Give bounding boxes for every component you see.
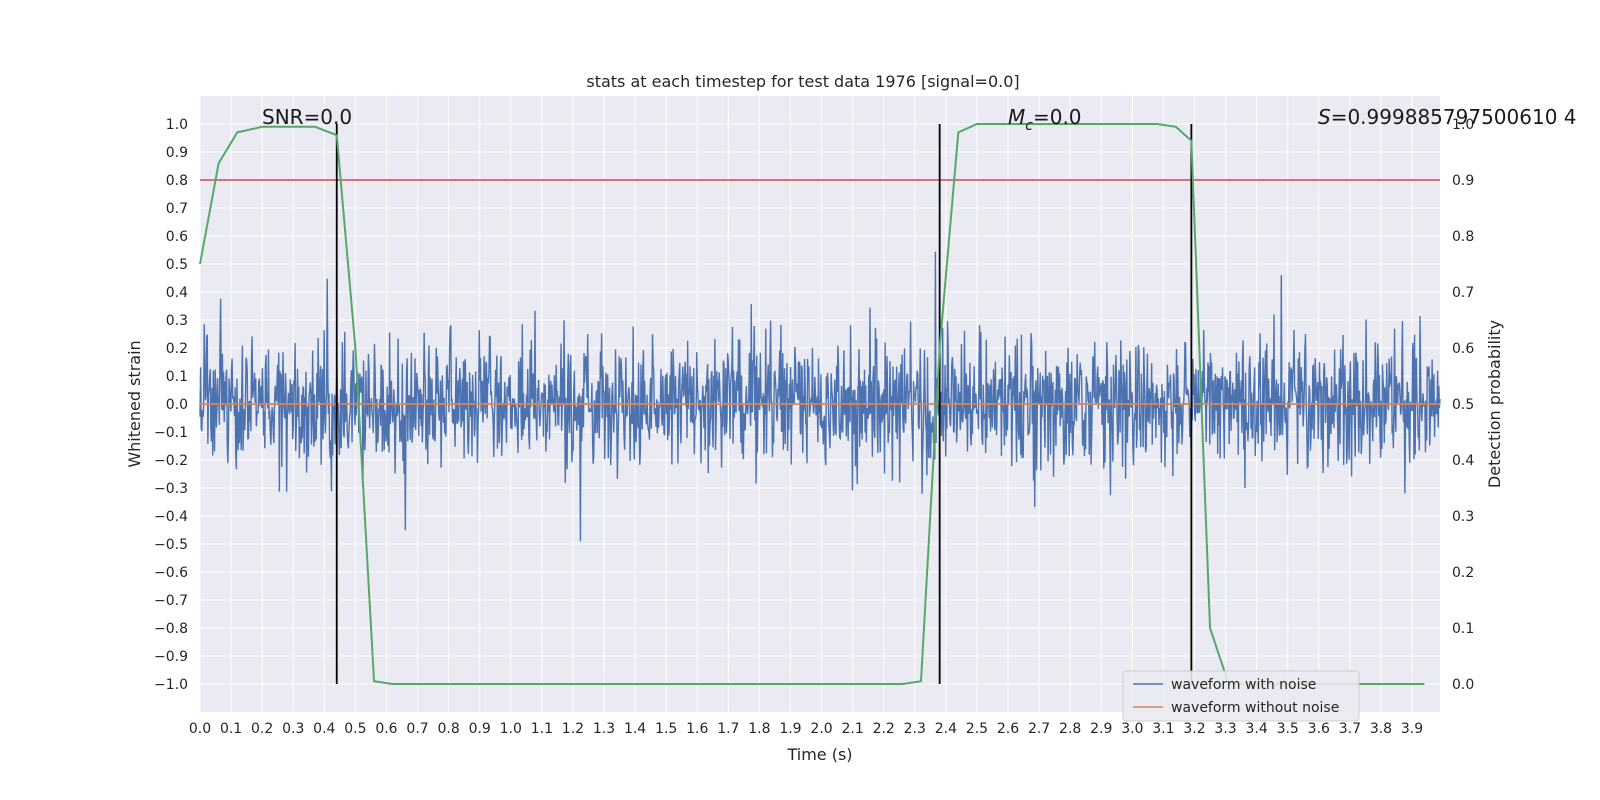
legend-box [1122, 670, 1360, 722]
x-tick-label-12: 1.2 [562, 721, 584, 737]
x-tick-label-27: 2.7 [1028, 721, 1050, 737]
x-tick-label-24: 2.4 [935, 721, 957, 737]
x-tick-label-13: 1.3 [593, 721, 615, 737]
y2-tick-label-1: 0.9 [1452, 173, 1474, 189]
legend-label-waveform-with-noise: waveform with noise [1171, 677, 1316, 693]
x-tick-label-18: 1.8 [748, 721, 770, 737]
y2-axis-label: Detection probability [1485, 320, 1504, 488]
x-tick-label-4: 0.4 [313, 721, 335, 737]
x-tick-label-35: 3.5 [1277, 721, 1299, 737]
probability-trace [199, 123, 1425, 685]
y-tick-label-5: 0.5 [166, 257, 188, 273]
y2-tick-label-6: 0.4 [1452, 453, 1474, 469]
x-tick-label-2: 0.2 [251, 721, 273, 737]
x-tick-label-31: 3.1 [1152, 721, 1174, 737]
x-tick-label-8: 0.8 [437, 721, 459, 737]
y2-tick-label-0: 1.0 [1452, 117, 1474, 133]
y-tick-label-10: 0.0 [166, 397, 188, 413]
series-detection-probability [199, 123, 1425, 685]
x-tick-label-7: 0.7 [406, 721, 428, 737]
y2-tick-label-8: 0.2 [1452, 565, 1474, 581]
y-tick-label-19: −0.9 [154, 649, 188, 665]
x-tick-label-14: 1.4 [624, 721, 646, 737]
x-tick-label-34: 3.4 [1246, 721, 1268, 737]
y-tick-label-6: 0.4 [166, 285, 188, 301]
y-tick-label-11: −0.1 [154, 425, 188, 441]
x-tick-label-28: 2.8 [1059, 721, 1081, 737]
x-tick-label-29: 2.9 [1090, 721, 1112, 737]
y-tick-label-0: 1.0 [166, 117, 188, 133]
y2-tick-label-5: 0.5 [1452, 397, 1474, 413]
x-tick-label-37: 3.7 [1339, 721, 1361, 737]
y-tick-label-15: −0.5 [154, 537, 188, 553]
y-tick-label-12: −0.2 [154, 453, 188, 469]
x-tick-label-0: 0.0 [189, 721, 211, 737]
x-tick-label-10: 1.0 [500, 721, 522, 737]
x-tick-label-6: 0.6 [375, 721, 397, 737]
x-tick-label-30: 3.0 [1121, 721, 1143, 737]
y-tick-label-9: 0.1 [166, 369, 188, 385]
x-tick-label-20: 2.0 [810, 721, 832, 737]
y-tick-label-8: 0.2 [166, 341, 188, 357]
y-tick-label-4: 0.6 [166, 229, 188, 245]
x-tick-labels: 0.0 0.1 0.2 0.3 0.4 0.5 0.6 0.7 0.8 0.9 1.0 1.1 1.2 1… [189, 721, 1423, 737]
x-tick-label-36: 3.6 [1308, 721, 1330, 737]
y-tick-label-3: 0.7 [166, 201, 188, 217]
series-waveform-with-noise [199, 251, 1441, 542]
s-symbol: S [1318, 105, 1331, 129]
noise-trace [199, 251, 1441, 542]
y2-tick-label-3: 0.7 [1452, 285, 1474, 301]
snr-annotation: SNR=0.0 [262, 105, 352, 129]
y-tick-label-7: 0.3 [166, 313, 188, 329]
y-tick-label-13: −0.3 [154, 481, 188, 497]
x-tick-label-26: 2.6 [997, 721, 1019, 737]
x-tick-label-17: 1.7 [717, 721, 739, 737]
x-tick-label-15: 1.5 [655, 721, 677, 737]
x-tick-label-16: 1.6 [686, 721, 708, 737]
x-tick-label-33: 3.3 [1214, 721, 1236, 737]
y-tick-labels: 1.0 0.9 0.8 0.7 0.6 0.5 0.4 0.3 0.2 0.1 0.0 −0.1 −0.… [154, 117, 188, 693]
y2-tick-label-9: 0.1 [1452, 621, 1474, 637]
x-tick-label-3: 0.3 [282, 721, 304, 737]
y-tick-label-16: −0.6 [154, 565, 188, 581]
y-tick-label-2: 0.8 [166, 173, 188, 189]
y-tick-label-1: 0.9 [166, 145, 188, 161]
y-tick-label-14: −0.4 [154, 509, 188, 525]
chart-title: stats at each timestep for test data 197… [586, 72, 1019, 91]
y2-tick-label-2: 0.8 [1452, 229, 1474, 245]
y-tick-label-17: −0.7 [154, 593, 188, 609]
y-tick-label-18: −0.8 [154, 621, 188, 637]
x-tick-label-19: 1.9 [779, 721, 801, 737]
x-axis-label: Time (s) [786, 745, 852, 764]
legend-label-waveform-without-noise: waveform without noise [1171, 700, 1339, 716]
x-tick-label-39: 3.9 [1401, 721, 1423, 737]
x-tick-label-32: 3.2 [1183, 721, 1205, 737]
x-tick-label-5: 0.5 [344, 721, 366, 737]
s-value: =0.999885797500610 4 [1331, 105, 1577, 129]
vertical-markers [335, 124, 1193, 684]
legend: waveform with noise waveform without noi… [1122, 670, 1360, 722]
mc-value: =0.0 [1033, 105, 1082, 129]
y-axis-label: Whitened strain [125, 340, 144, 467]
y-tick-label-20: −1.0 [154, 677, 188, 693]
x-tick-label-23: 2.3 [904, 721, 926, 737]
x-tick-label-9: 0.9 [469, 721, 491, 737]
x-tick-label-1: 0.1 [220, 721, 242, 737]
mc-subscript: c [1025, 118, 1033, 134]
x-tick-label-22: 2.2 [873, 721, 895, 737]
mc-annotation: Mc=0.0 [1008, 105, 1082, 134]
y2-tick-label-4: 0.6 [1452, 341, 1474, 357]
x-tick-label-21: 2.1 [841, 721, 863, 737]
s-annotation: S=0.999885797500610 4 [1318, 105, 1577, 129]
x-tick-label-25: 2.5 [966, 721, 988, 737]
x-tick-label-11: 1.1 [531, 721, 553, 737]
mc-symbol: M [1008, 105, 1025, 129]
y2-tick-label-10: 0.0 [1452, 677, 1474, 693]
x-tick-label-38: 3.8 [1370, 721, 1392, 737]
y2-tick-label-7: 0.3 [1452, 509, 1474, 525]
y2-tick-labels: 1.0 0.9 0.8 0.7 0.6 0.5 0.4 0.3 0.2 0.1 0.0 [1452, 117, 1474, 693]
